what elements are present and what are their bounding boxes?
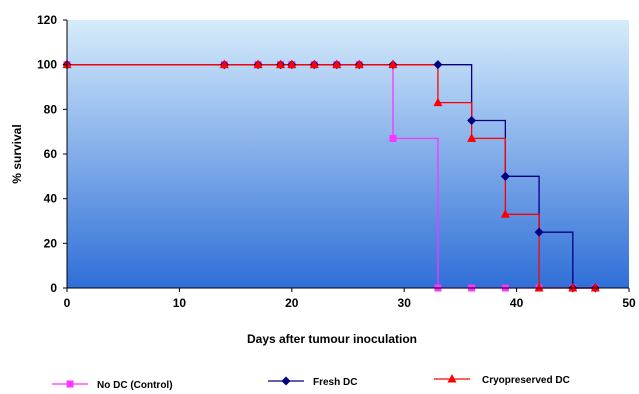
y-axis-title: % survival [10,124,24,183]
x-tick-label: 30 [398,296,412,310]
series-3-point [568,283,578,292]
y-tick-label: 100 [37,58,57,72]
y-ticks: 0 20 40 60 80 100 120 [37,13,67,295]
series-2-point [433,60,443,70]
series-1-point [389,134,397,142]
series-3-point [219,59,229,69]
series-3-point [332,59,342,69]
y-tick-label: 120 [37,13,57,27]
series-3-point [534,283,544,292]
series-3-point [253,59,263,69]
legend-marker-1 [66,380,74,388]
series-3-point [309,59,319,69]
y-tick-label: 60 [44,147,58,161]
legend-marker-3 [447,374,457,383]
series-2-point [534,227,544,237]
series-3-point [276,59,286,69]
legend-label-2: Fresh DC [313,377,357,388]
series-3-point [467,133,477,142]
series-3-point [500,209,510,218]
y-tick-label: 40 [44,192,58,206]
x-tick-label: 50 [622,296,636,310]
y-tick-label: 80 [44,102,58,116]
x-axis-title: Days after tumour inoculation [247,332,417,346]
legend-label-3: Cryopreserved DC [482,375,570,386]
series-3-point [354,59,364,69]
series-2-point [500,171,510,181]
plot-area [67,20,629,288]
x-tick-label: 0 [64,296,71,310]
x-tick-label: 40 [510,296,524,310]
series-3-point [433,97,443,107]
series-2-point [467,116,477,125]
legend: No DC (Control) Fresh DC Cryopreserved DC [52,374,570,391]
legend-label-1: No DC (Control) [97,380,173,391]
y-tick-label: 20 [44,236,58,250]
series-3-point [287,59,297,69]
series-layer [62,59,600,293]
x-tick-label: 10 [173,296,187,310]
series-3-point [388,59,398,69]
legend-marker-2 [281,376,291,386]
series-3-point [590,283,600,292]
x-tick-label: 20 [285,296,299,310]
y-tick-label: 0 [50,281,57,295]
x-ticks: 0 10 20 30 40 50 [64,288,636,310]
